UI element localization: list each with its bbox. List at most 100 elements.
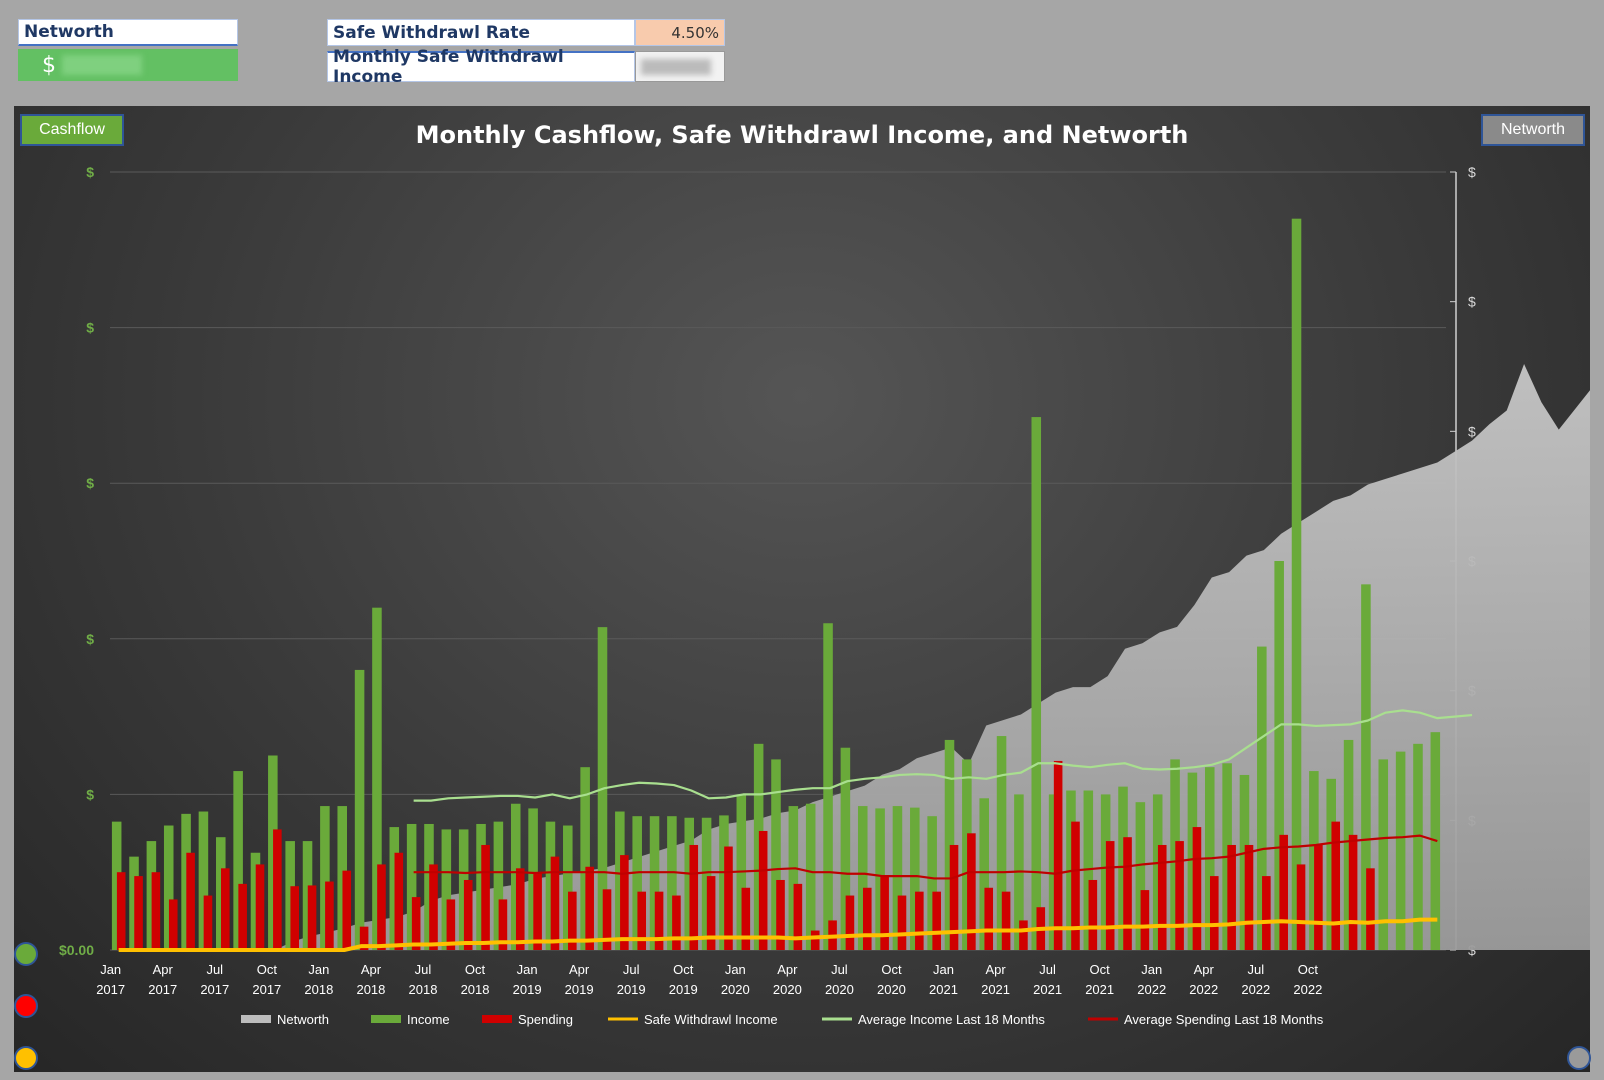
spending-bar xyxy=(238,883,247,950)
x-tick-year: 2019 xyxy=(617,982,646,997)
yellow-status-circle[interactable] xyxy=(14,1046,38,1070)
income-bar xyxy=(285,841,295,950)
spending-bar xyxy=(706,876,716,950)
spending-bar xyxy=(1192,827,1202,950)
spending-bar xyxy=(620,855,629,950)
spending-bar xyxy=(984,887,994,950)
x-tick-year: 2020 xyxy=(773,982,802,997)
spending-bar xyxy=(1262,876,1271,950)
networth-redacted-value xyxy=(62,55,142,75)
msw-label: Monthly Safe Withdrawl Income xyxy=(327,47,635,87)
spending-bar xyxy=(151,872,161,950)
income-bar xyxy=(563,825,573,950)
x-tick-month: Oct xyxy=(881,962,902,977)
spending-bar xyxy=(915,891,924,950)
spending-bar xyxy=(168,899,178,950)
income-bar xyxy=(1187,772,1198,950)
spending-bar xyxy=(568,891,577,950)
income-bar xyxy=(1291,218,1302,950)
x-tick-year: 2022 xyxy=(1241,982,1270,997)
x-tick-year: 2020 xyxy=(877,982,906,997)
red-status-circle[interactable] xyxy=(14,994,38,1018)
msw-value-cell[interactable] xyxy=(635,51,725,82)
networth-label: Networth xyxy=(18,19,238,46)
legend-label: Average Spending Last 18 Months xyxy=(1124,1012,1324,1027)
legend-label: Networth xyxy=(277,1012,329,1027)
spending-bar xyxy=(1123,837,1132,950)
spending-bar xyxy=(602,889,612,950)
grey-status-circle[interactable] xyxy=(1567,1046,1591,1070)
spending-bar xyxy=(689,844,699,950)
x-tick-year: 2018 xyxy=(409,982,438,997)
spending-bar xyxy=(1175,841,1184,950)
income-bar xyxy=(771,759,781,950)
green-status-circle[interactable] xyxy=(14,942,38,966)
income-bar xyxy=(1378,759,1389,950)
income-bar xyxy=(302,841,313,950)
spending-bar xyxy=(221,868,230,950)
income-bar xyxy=(840,747,851,950)
networth-value-cell[interactable]: $ xyxy=(18,49,238,81)
income-bar xyxy=(719,815,729,950)
income-bar xyxy=(320,806,330,950)
income-bar xyxy=(580,767,590,950)
spending-bar xyxy=(481,844,490,950)
income-bar xyxy=(996,736,1007,950)
x-tick-month: Jan xyxy=(100,962,121,977)
x-tick-month: Apr xyxy=(569,962,590,977)
income-bar xyxy=(875,808,885,950)
income-bar xyxy=(1274,561,1284,950)
income-bar xyxy=(805,803,816,950)
x-tick-month: Apr xyxy=(777,962,798,977)
x-tick-month: Jan xyxy=(725,962,746,977)
x-tick-year: 2019 xyxy=(565,982,594,997)
income-bar xyxy=(1343,739,1354,950)
income-bar xyxy=(684,817,695,950)
income-bar xyxy=(962,759,972,950)
spending-bar xyxy=(1227,844,1236,950)
networth-area xyxy=(118,363,1590,950)
spending-bar xyxy=(1088,879,1098,950)
x-tick-month: Oct xyxy=(257,962,278,977)
spending-bar xyxy=(1157,844,1167,950)
x-tick-year: 2021 xyxy=(1033,982,1062,997)
spending-bar xyxy=(307,885,317,950)
swr-label: Safe Withdrawl Rate xyxy=(327,19,635,46)
income-bar xyxy=(163,825,174,950)
income-bar xyxy=(1031,417,1042,950)
x-tick-month: Apr xyxy=(985,962,1006,977)
spending-bar xyxy=(429,864,438,950)
left-tick-label: $ xyxy=(86,320,94,336)
x-tick-year: 2017 xyxy=(252,982,281,997)
spending-bar xyxy=(463,879,473,950)
income-bar xyxy=(441,829,452,950)
spending-bar xyxy=(897,895,907,950)
right-tick-label: $ xyxy=(1468,294,1476,310)
chart-svg: Monthly Cashflow, Safe Withdrawl Income,… xyxy=(59,121,1590,1027)
x-tick-month: Apr xyxy=(361,962,382,977)
x-tick-year: 2017 xyxy=(96,982,125,997)
spending-bar xyxy=(1209,876,1219,950)
right-tick-label: $ xyxy=(1468,423,1476,439)
left-tick-label: $ xyxy=(86,786,94,802)
x-tick-month: Jul xyxy=(415,962,432,977)
chart-area[interactable]: Monthly Cashflow, Safe Withdrawl Income,… xyxy=(14,106,1590,1072)
spending-bar xyxy=(932,891,941,950)
spending-bar xyxy=(394,852,404,950)
spending-bar xyxy=(967,833,976,950)
x-tick-year: 2020 xyxy=(825,982,854,997)
income-bar xyxy=(857,806,868,950)
legend-label: Spending xyxy=(518,1012,573,1027)
legend-label: Income xyxy=(407,1012,450,1027)
spending-bar xyxy=(1140,890,1150,950)
x-tick-month: Jan xyxy=(1141,962,1162,977)
income-bar xyxy=(1239,774,1250,950)
spending-bar xyxy=(325,881,334,950)
swr-value-cell[interactable]: 4.50% xyxy=(635,19,725,46)
spending-bar xyxy=(359,926,369,950)
income-bar xyxy=(146,841,157,950)
x-tick-year: 2017 xyxy=(148,982,177,997)
income-bar xyxy=(493,821,504,950)
income-bar xyxy=(372,607,382,950)
income-bar xyxy=(753,743,764,950)
